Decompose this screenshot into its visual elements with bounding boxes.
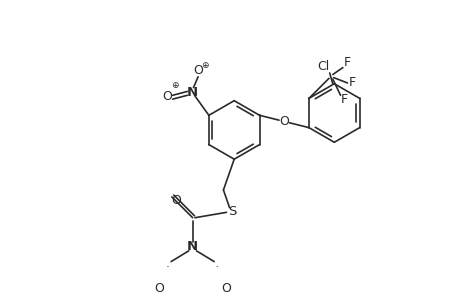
Text: O: O	[162, 90, 172, 103]
Text: F: F	[348, 76, 355, 89]
Text: S: S	[228, 205, 236, 218]
Text: O: O	[170, 194, 180, 207]
Text: O: O	[153, 282, 163, 295]
Text: F: F	[343, 56, 350, 69]
Text: ⊕: ⊕	[171, 81, 179, 90]
Text: F: F	[340, 93, 347, 106]
Text: N: N	[186, 86, 197, 99]
Text: N: N	[187, 241, 198, 254]
Text: Cl: Cl	[317, 60, 329, 73]
Text: O: O	[193, 64, 202, 77]
Text: O: O	[279, 115, 289, 128]
Text: ⊕: ⊕	[201, 61, 208, 70]
Text: O: O	[221, 282, 231, 295]
